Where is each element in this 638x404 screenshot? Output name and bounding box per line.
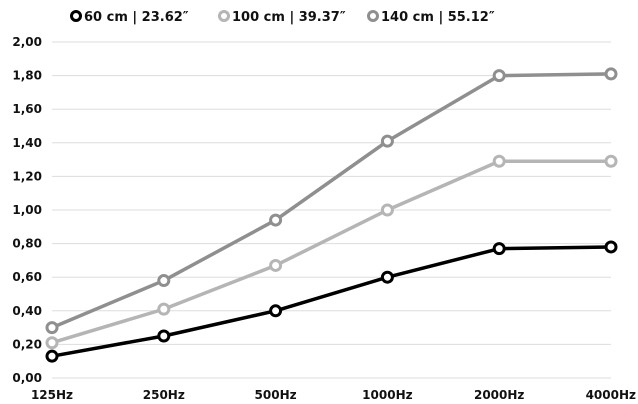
data-point — [604, 240, 618, 254]
legend-marker — [218, 10, 230, 22]
series-line — [50, 72, 613, 330]
x-tick-label: 1000Hz — [362, 388, 412, 402]
data-point — [269, 213, 283, 227]
y-tick-label: 1,60 — [12, 102, 42, 116]
data-point — [45, 349, 59, 363]
data-point — [269, 304, 283, 318]
x-tick-label: 2000Hz — [474, 388, 524, 402]
x-axis-ticks: 125Hz 250Hz 500Hz 1000Hz 2000Hz 4000Hz — [31, 388, 636, 402]
data-point — [492, 154, 506, 168]
data-point — [157, 274, 171, 288]
data-point — [380, 270, 394, 284]
y-tick-label: 0,20 — [12, 337, 42, 351]
legend-item: 100 cm | 39.37″ — [218, 10, 346, 25]
data-point — [380, 134, 394, 148]
series-1 — [45, 240, 618, 363]
y-tick-label: 1,40 — [12, 136, 42, 150]
data-point — [269, 258, 283, 272]
legend-item: 140 cm | 55.12″ — [367, 10, 495, 25]
y-tick-label: 1,20 — [12, 169, 42, 183]
x-tick-label: 250Hz — [143, 388, 185, 402]
legend: 60 cm | 23.62″ 100 cm | 39.37″ 140 cm | 55… — [70, 10, 495, 25]
y-tick-label: 0,80 — [12, 237, 42, 251]
data-point — [157, 329, 171, 343]
y-tick-label: 0,60 — [12, 270, 42, 284]
series-2 — [45, 154, 618, 350]
data-point — [157, 302, 171, 316]
legend-label: 60 cm | 23.62″ — [84, 10, 189, 25]
y-tick-label: 1,80 — [12, 69, 42, 83]
gridlines — [52, 41, 611, 379]
data-point — [45, 321, 59, 335]
series-3 — [45, 67, 618, 335]
data-point — [492, 69, 506, 83]
y-tick-label: 0,40 — [12, 304, 42, 318]
legend-label: 140 cm | 55.12″ — [381, 10, 495, 25]
data-point — [492, 242, 506, 256]
data-point — [380, 203, 394, 217]
y-tick-label: 0,00 — [12, 371, 42, 385]
series-line — [50, 159, 613, 345]
data-point — [45, 336, 59, 350]
legend-marker — [367, 10, 379, 22]
x-tick-label: 4000Hz — [586, 388, 636, 402]
x-tick-label: 500Hz — [255, 388, 297, 402]
legend-item: 60 cm | 23.62″ — [70, 10, 189, 25]
x-tick-label: 125Hz — [31, 388, 73, 402]
series-line — [50, 245, 613, 358]
data-point — [604, 67, 618, 81]
legend-marker — [70, 10, 82, 22]
legend-label: 100 cm | 39.37″ — [232, 10, 346, 25]
y-tick-label: 2,00 — [12, 35, 42, 49]
data-point — [604, 154, 618, 168]
y-axis-ticks: 0,00 0,20 0,40 0,60 0,80 1,00 1,20 1,40 1,60 1,80… — [12, 35, 42, 385]
y-tick-label: 1,00 — [12, 203, 42, 217]
